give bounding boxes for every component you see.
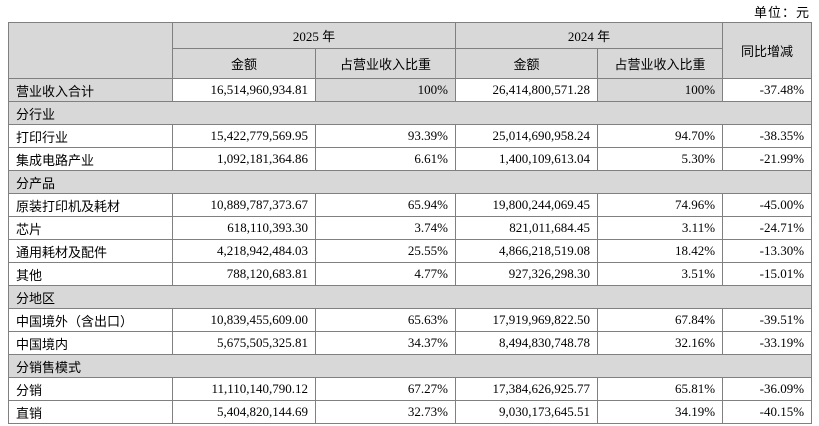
row-label: 通用耗材及配件 <box>8 239 173 263</box>
row-label: 营业收入合计 <box>8 78 173 102</box>
amount-2025: 788,120,683.81 <box>172 262 316 286</box>
amount-2024: 26,414,800,571.28 <box>455 78 599 102</box>
unit-label: 单位：元 <box>753 5 810 20</box>
pct-2024: 67.84% <box>597 308 724 332</box>
table-row: 分销 11,110,140,790.12 67.27% 17,384,626,925.… <box>8 377 813 401</box>
amount-2024: 9,030,173,645.51 <box>455 400 599 424</box>
table-row: 营业收入合计 16,514,960,934.81 100% 26,414,800,57… <box>8 78 813 102</box>
table-row: 通用耗材及配件 4,218,942,484.03 25.55% 4,866,218,5… <box>8 239 813 263</box>
yoy-change: -36.09% <box>722 377 813 401</box>
row-label: 原装打印机及耗材 <box>8 193 173 217</box>
revenue-breakdown-table: 2025 年 2024 年 同比增减 金额 占营业收入比重 金额 占营业收入比重… <box>7 22 813 424</box>
row-label: 打印行业 <box>8 124 173 148</box>
col-header-amount-2025: 金额 <box>172 48 316 79</box>
header-row-measures: 金额 占营业收入比重 金额 占营业收入比重 <box>9 48 812 79</box>
amount-2024: 17,919,969,822.50 <box>455 308 599 332</box>
yoy-change: -39.51% <box>722 308 813 332</box>
pct-2025: 6.61% <box>314 147 457 171</box>
amount-2025: 15,422,779,569.95 <box>172 124 316 148</box>
pct-2025: 25.55% <box>314 239 457 263</box>
amount-2025: 4,218,942,484.03 <box>172 239 316 263</box>
amount-2024: 4,866,218,519.08 <box>455 239 599 263</box>
section-label: 分产品 <box>7 170 813 194</box>
pct-2024: 3.51% <box>597 262 724 286</box>
amount-2025: 5,404,820,144.69 <box>172 400 316 424</box>
pct-2025: 67.27% <box>314 377 457 401</box>
yoy-change: -45.00% <box>722 193 813 217</box>
section-label: 分销售模式 <box>7 354 813 378</box>
pct-2025: 34.37% <box>314 331 457 355</box>
pct-2024: 94.70% <box>597 124 724 148</box>
amount-2024: 927,326,298.30 <box>455 262 599 286</box>
section-row: 分产品 <box>7 170 813 194</box>
pct-2025: 93.39% <box>314 124 457 148</box>
section-row: 分行业 <box>7 101 813 125</box>
amount-2025: 11,110,140,790.12 <box>172 377 316 401</box>
amount-2025: 16,514,960,934.81 <box>172 78 316 102</box>
yoy-change: -37.48% <box>722 78 813 102</box>
pct-2025: 4.77% <box>314 262 457 286</box>
yoy-change: -24.71% <box>722 216 813 240</box>
section-row: 分销售模式 <box>7 354 813 378</box>
amount-2024: 19,800,244,069.45 <box>455 193 599 217</box>
pct-2024: 5.30% <box>597 147 724 171</box>
amount-2024: 1,400,109,613.04 <box>455 147 599 171</box>
amount-2025: 618,110,393.30 <box>172 216 316 240</box>
amount-2024: 17,384,626,925.77 <box>455 377 599 401</box>
pct-2025: 32.73% <box>314 400 457 424</box>
amount-2024: 821,011,684.45 <box>455 216 599 240</box>
col-header-pct-2024: 占营业收入比重 <box>597 48 724 79</box>
header-row-years: 2025 年 2024 年 同比增减 <box>8 22 813 79</box>
table-row: 芯片 618,110,393.30 3.74% 821,011,684.45 3.11%… <box>8 216 813 240</box>
table-row: 中国境外（含出口） 10,839,455,609.00 65.63% 17,919,9… <box>8 308 813 332</box>
table-row: 直销 5,404,820,144.69 32.73% 9,030,173,645.51… <box>8 400 813 424</box>
amount-2025: 10,839,455,609.00 <box>172 308 316 332</box>
amount-2025: 10,889,787,373.67 <box>172 193 316 217</box>
col-header-year-2025: 2025 年 <box>171 22 457 49</box>
pct-2024: 3.11% <box>597 216 724 240</box>
table-row: 原装打印机及耗材 10,889,787,373.67 65.94% 19,800,24… <box>8 193 813 217</box>
pct-2025: 3.74% <box>314 216 457 240</box>
amount-2025: 5,675,505,325.81 <box>172 331 316 355</box>
table-row: 中国境内 5,675,505,325.81 34.37% 8,494,830,748.… <box>8 331 813 355</box>
col-header-amount-2024: 金额 <box>455 48 599 79</box>
table-body: 营业收入合计 16,514,960,934.81 100% 26,414,800,57… <box>7 78 813 424</box>
table-header: 2025 年 2024 年 同比增减 金额 占营业收入比重 金额 占营业收入比重 <box>8 22 813 79</box>
section-label: 分行业 <box>7 101 813 125</box>
table-row: 其他 788,120,683.81 4.77% 927,326,298.30 3.51%… <box>8 262 813 286</box>
amount-2025: 1,092,181,364.86 <box>172 147 316 171</box>
amount-2024: 8,494,830,748.78 <box>455 331 599 355</box>
col-header-yoy: 同比增减 <box>722 22 813 79</box>
table-row: 集成电路产业 1,092,181,364.86 6.61% 1,400,109,613… <box>8 147 813 171</box>
pct-2025: 100% <box>314 78 457 102</box>
row-label: 直销 <box>8 400 173 424</box>
pct-2024: 65.81% <box>597 377 724 401</box>
yoy-change: -40.15% <box>722 400 813 424</box>
row-label: 芯片 <box>8 216 173 240</box>
yoy-change: -21.99% <box>722 147 813 171</box>
section-row: 分地区 <box>7 285 813 309</box>
row-label: 中国境内 <box>8 331 173 355</box>
yoy-change: -33.19% <box>722 331 813 355</box>
row-label: 分销 <box>8 377 173 401</box>
pct-2024: 74.96% <box>597 193 724 217</box>
section-label: 分地区 <box>7 285 813 309</box>
yoy-change: -15.01% <box>722 262 813 286</box>
col-header-pct-2025: 占营业收入比重 <box>314 48 457 79</box>
pct-2024: 34.19% <box>597 400 724 424</box>
col-header-year-2024: 2024 年 <box>455 22 724 49</box>
amount-2024: 25,014,690,958.24 <box>455 124 599 148</box>
pct-2025: 65.63% <box>314 308 457 332</box>
yoy-change: -13.30% <box>722 239 813 263</box>
table-row: 打印行业 15,422,779,569.95 93.39% 25,014,690,95… <box>8 124 813 148</box>
row-label: 集成电路产业 <box>8 147 173 171</box>
corner-cell <box>8 22 173 79</box>
yoy-change: -38.35% <box>722 124 813 148</box>
pct-2025: 65.94% <box>314 193 457 217</box>
pct-2024: 100% <box>597 78 724 102</box>
row-label: 其他 <box>8 262 173 286</box>
pct-2024: 32.16% <box>597 331 724 355</box>
pct-2024: 18.42% <box>597 239 724 263</box>
row-label: 中国境外（含出口） <box>8 308 173 332</box>
